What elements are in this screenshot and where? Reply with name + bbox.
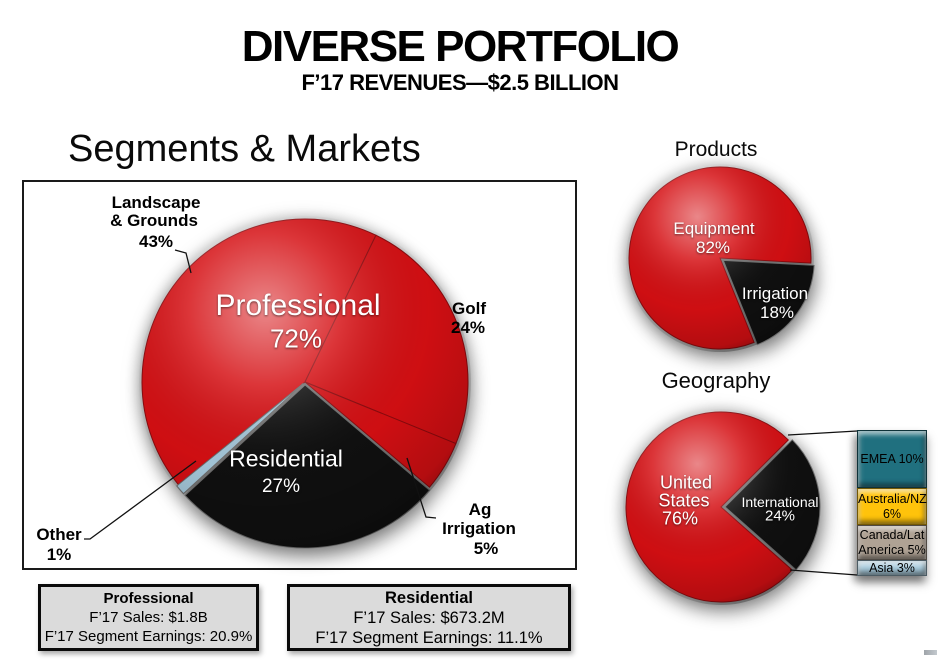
products-heading: Products: [674, 138, 758, 161]
callout-australia-nz: Australia/NZ 6%: [857, 488, 927, 525]
label-equipment-pct: 82%: [695, 238, 731, 257]
label-states: States: [658, 490, 710, 511]
residential-summary-earnings: F’17 Segment Earnings: 11.1%: [315, 628, 543, 647]
label-irrigation: Irrigation: [741, 284, 809, 303]
label-residential: Residential: [229, 445, 343, 472]
label-professional-pct: 72%: [269, 323, 323, 354]
pie-gloss-overlay: [623, 409, 819, 605]
label-professional: Professional: [215, 289, 381, 322]
callout-line: America 5%: [858, 542, 926, 557]
geography-pie-chart: [623, 409, 821, 605]
label-united: United: [659, 472, 713, 493]
label-ag-pct: 5%: [473, 539, 499, 558]
label-irrigation-pct: 18%: [759, 303, 795, 322]
professional-summary-box: Professional F’17 Sales: $1.8B F’17 Segm…: [38, 584, 259, 651]
professional-summary-sales: F’17 Sales: $1.8B: [89, 609, 208, 626]
callout-line: 6%: [882, 506, 902, 521]
professional-summary-earnings: F’17 Segment Earnings: 20.9%: [44, 628, 253, 645]
slide-title: DIVERSE PORTFOLIO: [241, 22, 680, 71]
products-pie-chart: [626, 164, 815, 352]
callout-line: Australia/NZ: [858, 491, 927, 506]
professional-summary-title: Professional: [103, 590, 194, 607]
label-equipment: Equipment: [673, 219, 755, 238]
callout-asia: Asia 3%: [857, 560, 927, 576]
residential-summary-title: Residential: [384, 588, 474, 607]
label-landscape-2: & Grounds: [110, 211, 198, 230]
callout-line: Asia 3%: [869, 560, 915, 575]
label-international: International: [741, 494, 819, 510]
geography-heading: Geography: [661, 368, 771, 393]
label-golf-pct: 24%: [450, 318, 486, 337]
segments-pie-chart: [139, 216, 471, 549]
segments-markets-heading: Segments & Markets: [68, 128, 421, 170]
label-golf: Golf: [452, 299, 486, 318]
callout-canada-lat-america: Canada/Lat America 5%: [857, 525, 927, 560]
label-residential-pct: 27%: [261, 476, 301, 497]
callout-emea: EMEA 10%: [857, 430, 927, 488]
slide-subtitle: F’17 REVENUES—$2.5 BILLION: [301, 70, 619, 95]
bottom-right-mark: [924, 650, 937, 655]
label-us-pct: 76%: [661, 508, 699, 529]
label-international-pct: 24%: [764, 507, 796, 525]
label-landscape-1: Landscape: [111, 193, 201, 212]
geography-callout-stack: EMEA 10% Australia/NZ 6% Canada/Lat America …: [857, 430, 927, 576]
callout-line: Canada/Lat: [859, 527, 925, 542]
callout-line: EMEA 10%: [860, 451, 924, 466]
pie-gloss-overlay: [139, 216, 471, 548]
label-ag-2: Irrigation: [442, 519, 516, 538]
label-ag-1: Ag: [468, 500, 492, 519]
label-landscape-pct: 43%: [138, 232, 174, 251]
residential-summary-sales: F’17 Sales: $673.2M: [353, 608, 505, 627]
pie-gloss-overlay: [626, 164, 814, 352]
label-other: Other: [36, 525, 82, 544]
label-other-pct: 1%: [46, 545, 72, 564]
residential-summary-box: Residential F’17 Sales: $673.2M F’17 Seg…: [287, 584, 571, 651]
